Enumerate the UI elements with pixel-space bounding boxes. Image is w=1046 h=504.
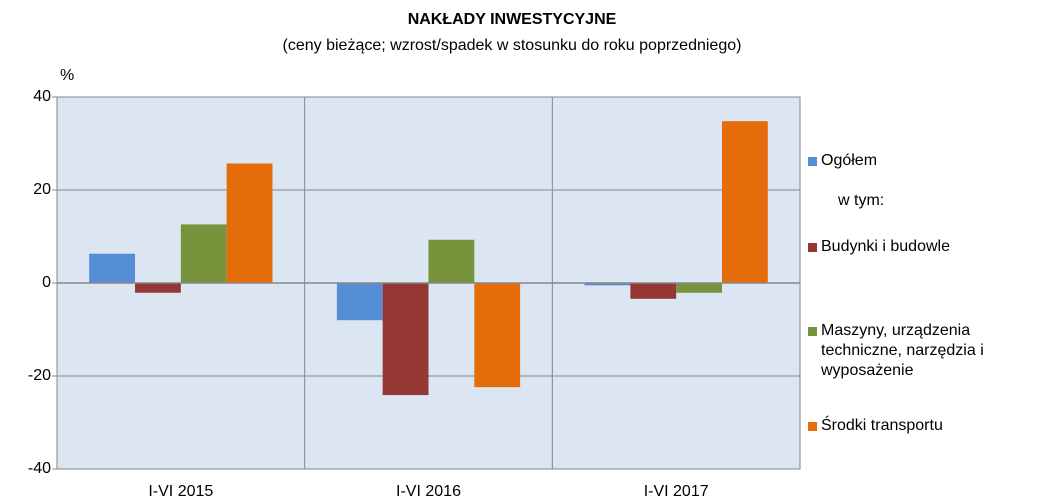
x-tick-label: I-VI 2015 [148,483,213,500]
chart-title: NAKŁADY INWESTYCYJNE [408,11,617,28]
legend-item: Budynki i budowle [808,237,950,257]
legend-item: Ogółem [808,151,877,171]
bar [584,283,631,286]
y-tick-label: 0 [42,274,51,291]
y-tick-label: 40 [33,88,51,105]
x-tick-label: I-VI 2016 [396,483,461,500]
y-tick-label: -40 [28,460,51,477]
bar [382,283,429,396]
legend-swatch [808,157,817,166]
legend-note: w tym: [838,192,885,209]
bar [180,224,227,283]
legend-swatch [808,243,817,252]
x-tick-label: I-VI 2017 [644,483,709,500]
bar [721,121,768,284]
y-tick-label: 20 [33,181,51,198]
legend-swatch [808,327,817,336]
bar [226,163,273,283]
legend-swatch [808,422,817,431]
legend-label: Maszyny, urządzenia techniczne, narzędzi… [821,322,984,379]
bar [428,239,475,283]
bar [474,283,521,388]
legend-item: Środki transportu [808,416,943,436]
bar [630,283,677,299]
bar [135,283,181,293]
y-axis-label: % [60,67,74,84]
chart-subtitle: (ceny bieżące; wzrost/spadek w stosunku … [283,37,742,54]
legend-label: Ogółem [821,152,878,169]
legend-label: Środki transportu [821,417,943,434]
bar [336,283,383,321]
bar [676,283,722,293]
legend-label: Budynki i budowle [821,238,950,255]
legend-item: Maszyny, urządzenia techniczne, narzędzi… [808,321,998,381]
y-tick-label: -20 [28,367,51,384]
bar [89,253,136,283]
